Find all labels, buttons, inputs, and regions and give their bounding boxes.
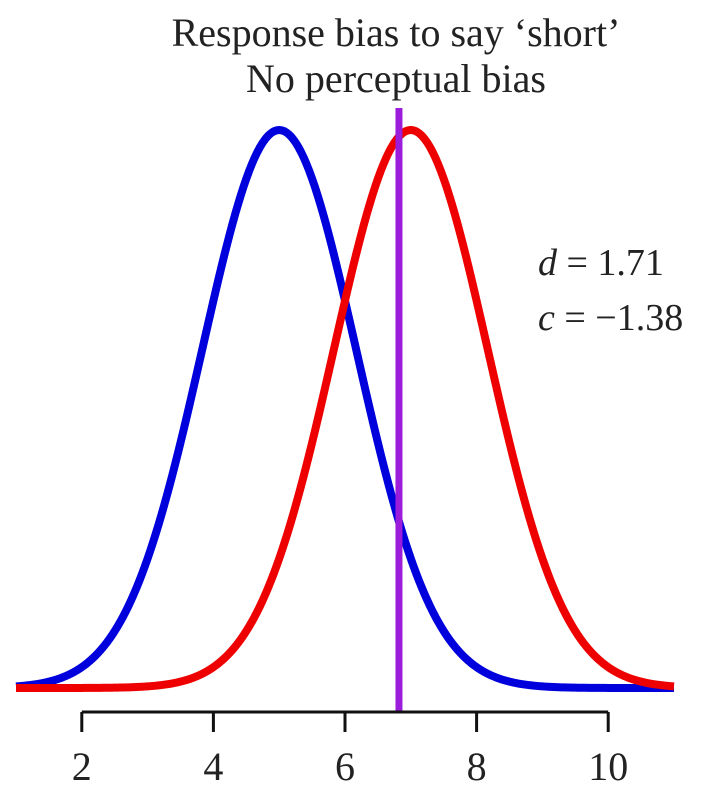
x-tick-label-6: 6: [335, 744, 355, 789]
x-tick-label-4: 4: [203, 744, 223, 789]
x-tick-label-8: 8: [467, 744, 487, 789]
chart-subtitle: No perceptual bias: [246, 56, 546, 101]
distribution-curves: [14, 126, 676, 692]
d-prime-annotation: d = 1.71: [538, 242, 664, 284]
x-tick-label-2: 2: [72, 744, 92, 789]
curve-series-1: [14, 126, 676, 692]
d-prime-symbol: d: [538, 242, 558, 284]
x-tick-label-10: 10: [588, 744, 628, 789]
chart-title: Response bias to say ‘short’: [172, 10, 621, 55]
criterion-annotation: c = −1.38: [538, 297, 683, 339]
d-prime-value: = 1.71: [557, 242, 664, 284]
criterion-symbol: c: [538, 297, 555, 339]
curve-series-2: [14, 126, 676, 692]
x-axis: 2 4 6 8 10: [72, 710, 628, 789]
criterion-value: = −1.38: [555, 297, 683, 339]
